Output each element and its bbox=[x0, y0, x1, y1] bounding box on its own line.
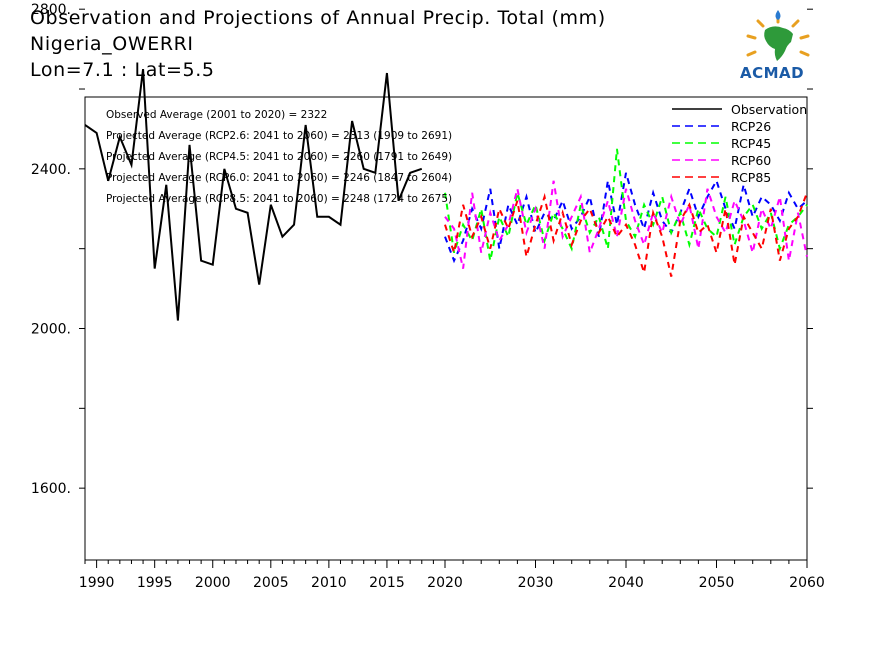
annotation-text: Projected Average (RCP4.5: 2041 to 2060)… bbox=[106, 151, 452, 163]
acmad-logo-icon bbox=[746, 10, 810, 61]
legend-label-rcp60: RCP60 bbox=[731, 153, 771, 168]
legend-label-observation: Observation bbox=[731, 102, 807, 117]
x-tick-label: 1995 bbox=[137, 575, 173, 591]
annotation-text: Projected Average (RCP2.6: 2041 to 2060)… bbox=[106, 130, 452, 142]
x-tick-label: 2050 bbox=[699, 575, 735, 591]
y-tick-label: 2400. bbox=[31, 162, 71, 178]
plot-area bbox=[84, 96, 808, 561]
coordinates-label: Lon=7.1 : Lat=5.5 bbox=[30, 59, 215, 81]
annotation-text: Projected Average (RCP6.0: 2041 to 2060)… bbox=[106, 172, 452, 184]
x-tick-label: 2015 bbox=[369, 575, 405, 591]
x-tick-label: 2060 bbox=[789, 575, 825, 591]
x-tick-label: 2000 bbox=[195, 575, 231, 591]
series-line-rcp26 bbox=[444, 172, 808, 264]
x-tick-label: 1990 bbox=[79, 575, 115, 591]
annotation-text: Projected Average (RCP8.5: 2041 to 2060)… bbox=[106, 193, 452, 205]
acmad-logo-text: ACMAD bbox=[740, 64, 805, 82]
x-tick-label: 2005 bbox=[253, 575, 289, 591]
legend-label-rcp85: RCP85 bbox=[731, 170, 771, 185]
chart-title: Observation and Projections of Annual Pr… bbox=[30, 7, 606, 29]
legend-label-rcp45: RCP45 bbox=[731, 136, 771, 151]
legend-label-rcp26: RCP26 bbox=[731, 119, 771, 134]
x-tick-label: 2040 bbox=[608, 575, 644, 591]
x-tick-label: 2020 bbox=[427, 575, 463, 591]
series-line-rcp85 bbox=[444, 192, 808, 277]
y-tick-label: 2800. bbox=[31, 2, 71, 18]
location-label: Nigeria_OWERRI bbox=[30, 33, 194, 55]
series-line-observation bbox=[84, 68, 423, 321]
annotation-text: Observed Average (2001 to 2020) = 2322 bbox=[106, 109, 327, 121]
x-tick-label: 2030 bbox=[518, 575, 554, 591]
y-tick-label: 2000. bbox=[31, 322, 71, 338]
x-tick-label: 2010 bbox=[311, 575, 347, 591]
y-tick-label: 1600. bbox=[31, 481, 71, 497]
series-line-rcp60 bbox=[444, 180, 808, 269]
